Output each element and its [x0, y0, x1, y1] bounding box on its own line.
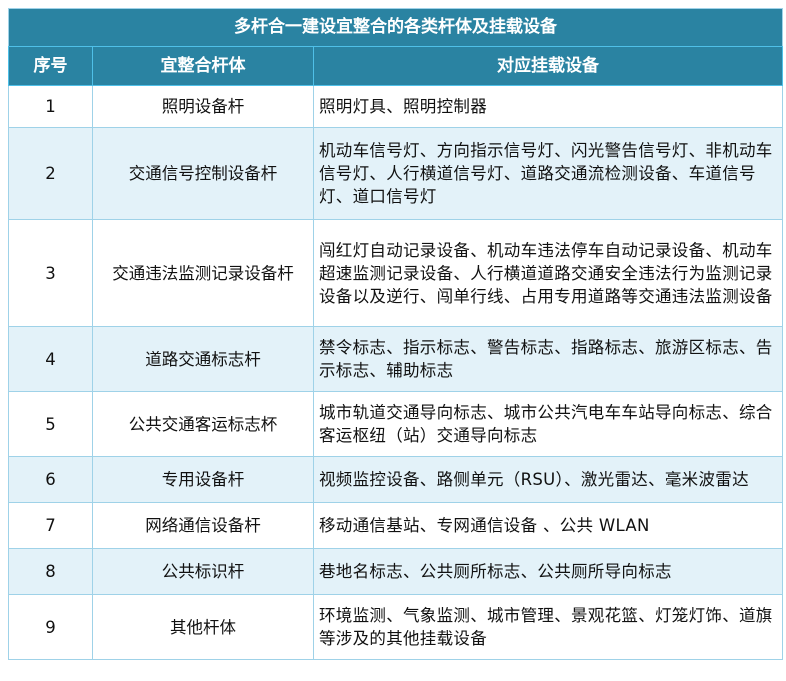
row-equipment: 环境监测、气象监测、城市管理、景观花篮、灯笼灯饰、道旗等涉及的其他挂载设备 — [312, 594, 784, 660]
table-row: 1 照明设备杆 照明灯具、照明控制器 — [8, 85, 784, 128]
row-pole-type: 照明设备杆 — [92, 85, 314, 128]
row-equipment: 禁令标志、指示标志、警告标志、指路标志、旅游区标志、告示标志、辅助标志 — [312, 326, 784, 392]
table-row: 3 交通违法监测记录设备杆 闯红灯自动记录设备、机动车违法停车自动记录设备、机动车超… — [8, 219, 784, 327]
row-pole-type: 交通信号控制设备杆 — [92, 127, 314, 220]
row-pole-type: 交通违法监测记录设备杆 — [92, 219, 314, 327]
row-pole-type: 网络通信设备杆 — [92, 502, 314, 549]
row-number: 6 — [8, 456, 93, 503]
row-pole-type: 公共交通客运标志杯 — [92, 391, 314, 457]
table-row: 5 公共交通客运标志杯 城市轨道交通导向标志、城市公共汽电车车站导向标志、综合客运枢… — [8, 391, 784, 457]
row-number: 7 — [8, 502, 93, 549]
pole-equipment-table: 多杆合一建设宜整合的各类杆体及挂载设备 序号 宜整合杆体 对应挂载设备 1 照明设… — [7, 8, 784, 660]
row-number: 3 — [8, 219, 93, 327]
table-row: 7 网络通信设备杆 移动通信基站、专网通信设备 、公共 WLAN — [8, 502, 784, 549]
row-equipment: 城市轨道交通导向标志、城市公共汽电车车站导向标志、综合客运枢纽（站）交通导向标志 — [312, 391, 784, 457]
row-number: 8 — [8, 548, 93, 595]
header-equipment: 对应挂载设备 — [312, 46, 784, 86]
header-no: 序号 — [8, 46, 93, 86]
table-row: 8 公共标识杆 巷地名标志、公共厕所标志、公共厕所导向标志 — [8, 548, 784, 595]
row-equipment: 闯红灯自动记录设备、机动车违法停车自动记录设备、机动车超速监测记录设备、人行横道… — [312, 219, 784, 327]
row-equipment: 机动车信号灯、方向指示信号灯、闪光警告信号灯、非机动车信号灯、人行横道信号灯、道… — [312, 127, 784, 220]
row-pole-type: 公共标识杆 — [92, 548, 314, 595]
row-equipment: 巷地名标志、公共厕所标志、公共厕所导向标志 — [312, 548, 784, 595]
row-number: 9 — [8, 594, 93, 660]
row-equipment: 照明灯具、照明控制器 — [312, 85, 784, 128]
header-pole: 宜整合杆体 — [92, 46, 314, 86]
table-row: 9 其他杆体 环境监测、气象监测、城市管理、景观花篮、灯笼灯饰、道旗等涉及的其他挂载… — [8, 594, 784, 660]
row-equipment: 视频监控设备、路侧单元（RSU）、激光雷达、毫米波雷达 — [312, 456, 784, 503]
row-number: 5 — [8, 391, 93, 457]
table-row: 2 交通信号控制设备杆 机动车信号灯、方向指示信号灯、闪光警告信号灯、非机动车信号灯… — [8, 127, 784, 220]
row-pole-type: 专用设备杆 — [92, 456, 314, 503]
row-pole-type: 其他杆体 — [92, 594, 314, 660]
row-pole-type: 道路交通标志杆 — [92, 326, 314, 392]
row-number: 4 — [8, 326, 93, 392]
table-row: 4 道路交通标志杆 禁令标志、指示标志、警告标志、指路标志、旅游区标志、告示标志、辅… — [8, 326, 784, 392]
table-title: 多杆合一建设宜整合的各类杆体及挂载设备 — [7, 8, 784, 47]
row-equipment: 移动通信基站、专网通信设备 、公共 WLAN — [312, 502, 784, 549]
table-row: 6 专用设备杆 视频监控设备、路侧单元（RSU）、激光雷达、毫米波雷达 — [8, 456, 784, 503]
row-number: 2 — [8, 127, 93, 220]
row-number: 1 — [8, 85, 93, 128]
